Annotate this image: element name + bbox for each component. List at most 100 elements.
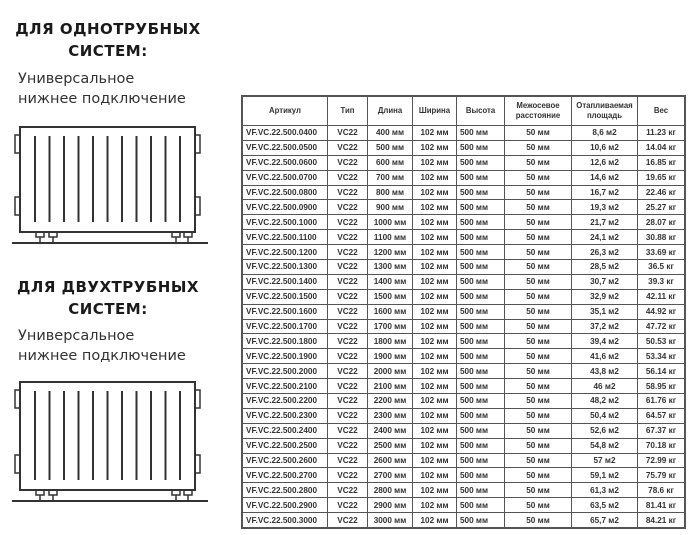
- table-cell: 50 мм: [504, 154, 572, 171]
- table-cell: VC22: [327, 333, 368, 350]
- table-cell: 102 мм: [412, 288, 457, 305]
- table-cell: 102 мм: [412, 125, 457, 141]
- table-cell: 500 мм: [456, 363, 505, 380]
- table-cell: 8,6 м2: [571, 125, 638, 141]
- table-cell: 57 м2: [571, 452, 638, 469]
- table-cell: 800 мм: [367, 184, 413, 201]
- table-cell: 54,8 м2: [571, 437, 638, 454]
- table-cell: VC22: [327, 393, 368, 409]
- table-cell: VC22: [327, 467, 368, 484]
- table-cell: 50 мм: [504, 273, 572, 290]
- table-cell: 11.23 кг: [637, 125, 686, 141]
- table-cell: 36.5 кг: [637, 259, 686, 275]
- table-cell: 1100 мм: [367, 229, 413, 246]
- table-cell: 32,9 м2: [571, 288, 638, 305]
- table-cell: 50 мм: [504, 378, 572, 395]
- table-cell: VC22: [327, 273, 368, 290]
- table-cell: VC22: [327, 259, 368, 275]
- table-cell: 102 мм: [412, 259, 457, 275]
- table-cell: 50 мм: [504, 139, 572, 156]
- table-cell: 16.85 кг: [637, 154, 686, 171]
- table-cell: 1300 мм: [367, 259, 413, 275]
- table-cell: 102 мм: [412, 214, 457, 231]
- table-cell: VF.VC.22.500.2900: [241, 497, 328, 514]
- table-cell: VC22: [327, 482, 368, 499]
- table-cell: 44.92 кг: [637, 303, 686, 320]
- table-cell: VC22: [327, 407, 368, 424]
- table-cell: 50 мм: [504, 512, 572, 529]
- table-cell: VF.VC.22.500.0500: [241, 139, 328, 156]
- table-cell: VF.VC.22.500.1800: [241, 333, 328, 350]
- table-cell: 50 мм: [504, 452, 572, 469]
- table-cell: VC22: [327, 169, 368, 186]
- header-cell: Ширина: [412, 95, 457, 126]
- single-pipe-heading: ДЛЯ ОДНОТРУБНЫХ СИСТЕМ:: [8, 18, 208, 62]
- table-cell: 50 мм: [504, 259, 572, 275]
- table-cell: 41,6 м2: [571, 348, 638, 365]
- header-cell: Высота: [456, 95, 505, 126]
- heading-line: ДЛЯ ДВУХТРУБНЫХ: [17, 278, 199, 296]
- header-cell: Отапливаемая площадь: [571, 95, 638, 126]
- table-cell: 500 мм: [456, 214, 505, 231]
- table-row: VF.VC.22.500.0900 VC22 900 мм 102 мм 500 мм 5…: [241, 199, 686, 216]
- table-cell: 2700 мм: [367, 467, 413, 484]
- table-cell: 500 мм: [456, 318, 505, 335]
- table-cell: 2300 мм: [367, 407, 413, 424]
- heading-line: СИСТЕМ:: [68, 42, 148, 60]
- table-cell: VF.VC.22.500.1000: [241, 214, 328, 231]
- table-cell: 50 мм: [504, 407, 572, 424]
- table-cell: VC22: [327, 184, 368, 201]
- table-cell: VF.VC.22.500.2000: [241, 363, 328, 380]
- table-cell: 19.65 кг: [637, 169, 686, 186]
- table-row: VF.VC.22.500.2400 VC22 2400 мм 102 мм 500 мм…: [241, 422, 686, 439]
- table-cell: 42.11 кг: [637, 288, 686, 305]
- table-cell: 2000 мм: [367, 363, 413, 380]
- table-cell: VF.VC.22.500.2500: [241, 437, 328, 454]
- table-cell: 43,8 м2: [571, 363, 638, 380]
- table-cell: 500 мм: [456, 467, 505, 484]
- table-cell: 21,7 м2: [571, 214, 638, 231]
- table-cell: VC22: [327, 139, 368, 156]
- table-cell: 102 мм: [412, 139, 457, 156]
- table-cell: 102 мм: [412, 169, 457, 186]
- table-cell: 2600 мм: [367, 452, 413, 469]
- table-row: VF.VC.22.500.1200 VC22 1200 мм 102 мм 500 мм…: [241, 244, 686, 261]
- table-row: VF.VC.22.500.1500 VC22 1500 мм 102 мм 500 мм…: [241, 288, 686, 305]
- radiator-single-pipe-illustration: [12, 126, 208, 244]
- subtitle-line: нижнее подключение: [18, 91, 186, 107]
- table-cell: 102 мм: [412, 482, 457, 499]
- table-cell: 46 м2: [571, 378, 638, 395]
- table-cell: 84.21 кг: [637, 512, 686, 529]
- table-row: VF.VC.22.500.2200 VC22 2200 мм 102 мм 500 мм…: [241, 393, 686, 409]
- table-cell: VF.VC.22.500.0400: [241, 125, 328, 141]
- table-cell: VF.VC.22.500.2700: [241, 467, 328, 484]
- table-row: VF.VC.22.500.1000 VC22 1000 мм 102 мм 500 мм…: [241, 214, 686, 231]
- table-cell: 500 мм: [456, 303, 505, 320]
- table-cell: VF.VC.22.500.2400: [241, 422, 328, 439]
- table-cell: 19,3 м2: [571, 199, 638, 216]
- header-cell: Артикул: [241, 95, 328, 126]
- table-cell: 2900 мм: [367, 497, 413, 514]
- table-cell: 500 мм: [456, 393, 505, 409]
- subtitle-line: Универсальное: [18, 71, 135, 87]
- table-cell: 50 мм: [504, 393, 572, 409]
- table-cell: 50 мм: [504, 318, 572, 335]
- table-cell: 1500 мм: [367, 288, 413, 305]
- table-cell: VC22: [327, 452, 368, 469]
- table-cell: 50 мм: [504, 288, 572, 305]
- table-row: VF.VC.22.500.1300 VC22 1300 мм 102 мм 500 мм…: [241, 259, 686, 275]
- table-cell: VF.VC.22.500.2600: [241, 452, 328, 469]
- header-cell: Межосевое расстояние: [504, 95, 572, 126]
- table-cell: 500 мм: [456, 244, 505, 261]
- table-cell: 26,3 м2: [571, 244, 638, 261]
- table-cell: 102 мм: [412, 437, 457, 454]
- subtitle-line: нижнее подключение: [18, 348, 186, 364]
- table-cell: 14,6 м2: [571, 169, 638, 186]
- table-row: VF.VC.22.500.1800 VC22 1800 мм 102 мм 500 мм…: [241, 333, 686, 350]
- table-cell: 2500 мм: [367, 437, 413, 454]
- table-cell: 64.57 кг: [637, 407, 686, 424]
- table-cell: VC22: [327, 154, 368, 171]
- table-cell: 61.76 кг: [637, 393, 686, 409]
- table-cell: VF.VC.22.500.2100: [241, 378, 328, 395]
- table-cell: 500 мм: [456, 229, 505, 246]
